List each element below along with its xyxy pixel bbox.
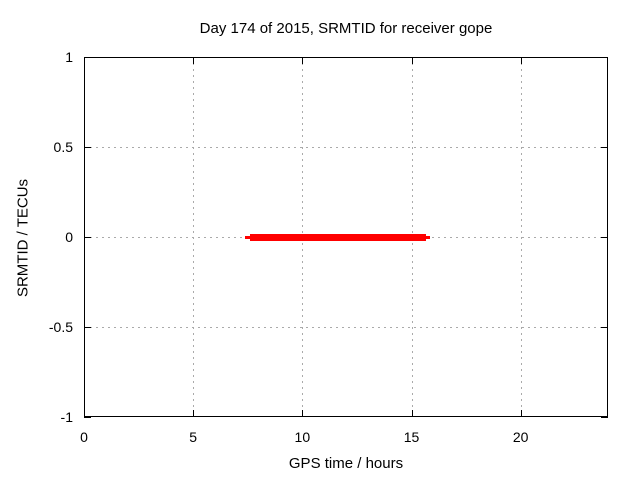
x-tick-bottom: [411, 410, 413, 417]
chart-title: Day 174 of 2015, SRMTID for receiver gop…: [199, 20, 493, 37]
x-tick-bottom: [520, 410, 522, 417]
x-tick-bottom: [193, 410, 195, 417]
x-tick-bottom: [302, 410, 304, 417]
y-tick-left: [84, 57, 91, 58]
x-tick-top: [302, 57, 304, 64]
y-tick-label: -1: [60, 409, 73, 425]
y-tick-right: [601, 417, 608, 418]
x-tick-top: [411, 57, 413, 64]
y-tick-label: 1: [65, 49, 73, 65]
y-tick-right: [601, 57, 608, 58]
x-tick-label: 10: [294, 429, 311, 445]
x-tick-top: [84, 57, 85, 64]
y-tick-label: 0: [65, 229, 73, 245]
y-tick-right: [601, 327, 608, 328]
y-tick-left: [84, 147, 91, 148]
x-tick-top: [520, 57, 522, 64]
x-tick-label: 15: [403, 429, 420, 445]
y-gridline: [84, 147, 608, 148]
data-series-segment: [249, 234, 426, 241]
y-tick-label: 0.5: [53, 139, 73, 155]
x-tick-label: 20: [512, 429, 529, 445]
x-tick-top: [193, 57, 195, 64]
x-tick-label: 5: [189, 429, 198, 445]
y-tick-label: -0.5: [48, 319, 73, 335]
x-tick-label: 0: [80, 429, 88, 445]
x-axis-label: GPS time / hours: [288, 455, 404, 472]
y-tick-left: [84, 237, 91, 238]
y-tick-left: [84, 417, 91, 418]
y-tick-right: [601, 147, 608, 148]
x-tick-bottom: [84, 410, 85, 417]
y-gridline: [84, 327, 608, 328]
y-tick-right: [601, 237, 608, 238]
y-tick-left: [84, 327, 91, 328]
